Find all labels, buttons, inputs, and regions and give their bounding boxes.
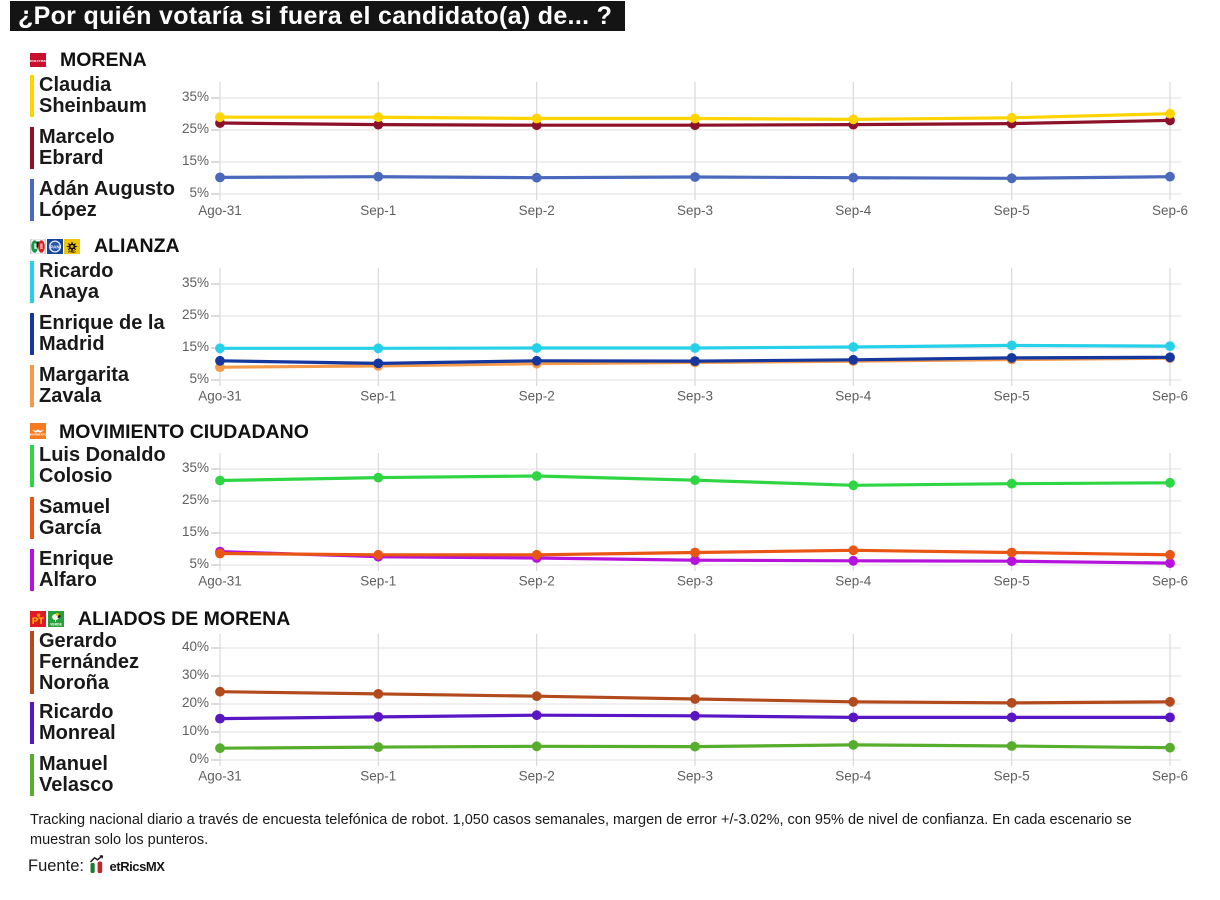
svg-text:Sep-2: Sep-2 bbox=[519, 203, 555, 218]
svg-text:Ago-31: Ago-31 bbox=[198, 769, 242, 784]
svg-text:10%: 10% bbox=[182, 723, 209, 738]
svg-text:Sep-5: Sep-5 bbox=[994, 203, 1030, 218]
svg-text:Sep-4: Sep-4 bbox=[835, 389, 872, 404]
svg-text:PRD: PRD bbox=[68, 250, 76, 254]
svg-text:Sep-1: Sep-1 bbox=[360, 574, 396, 589]
svg-text:Ago-31: Ago-31 bbox=[198, 574, 242, 589]
svg-text:Sep-2: Sep-2 bbox=[519, 574, 555, 589]
svg-text:Sep-6: Sep-6 bbox=[1152, 203, 1188, 218]
svg-text:Sep-1: Sep-1 bbox=[360, 769, 396, 784]
svg-text:5%: 5% bbox=[189, 185, 209, 200]
svg-text:Sep-6: Sep-6 bbox=[1152, 389, 1188, 404]
svg-text:15%: 15% bbox=[182, 524, 209, 539]
svg-text:35%: 35% bbox=[182, 275, 209, 290]
svg-text:Sep-5: Sep-5 bbox=[994, 769, 1030, 784]
svg-text:Ago-31: Ago-31 bbox=[198, 203, 242, 218]
svg-text:Sep-2: Sep-2 bbox=[519, 769, 555, 784]
svg-text:PAN: PAN bbox=[50, 244, 59, 249]
svg-text:MOVIMIENTO: MOVIMIENTO bbox=[30, 433, 46, 437]
svg-text:Sep-3: Sep-3 bbox=[677, 389, 713, 404]
svg-text:5%: 5% bbox=[189, 556, 209, 571]
svg-text:Sep-6: Sep-6 bbox=[1152, 769, 1188, 784]
svg-text:5%: 5% bbox=[189, 371, 209, 386]
svg-text:Sep-6: Sep-6 bbox=[1152, 574, 1188, 589]
svg-text:15%: 15% bbox=[182, 339, 209, 354]
svg-text:20%: 20% bbox=[182, 695, 209, 710]
svg-text:Sep-3: Sep-3 bbox=[677, 203, 713, 218]
svg-text:VERDE: VERDE bbox=[50, 622, 62, 626]
svg-text:15%: 15% bbox=[182, 153, 209, 168]
svg-text:35%: 35% bbox=[182, 89, 209, 104]
svg-text:Sep-3: Sep-3 bbox=[677, 769, 713, 784]
svg-text:Sep-3: Sep-3 bbox=[677, 574, 713, 589]
svg-text:Sep-5: Sep-5 bbox=[994, 389, 1030, 404]
svg-text:Ago-31: Ago-31 bbox=[198, 389, 242, 404]
svg-text:Sep-1: Sep-1 bbox=[360, 389, 396, 404]
svg-text:Sep-4: Sep-4 bbox=[835, 574, 872, 589]
svg-text:25%: 25% bbox=[182, 121, 209, 136]
svg-text:Sep-4: Sep-4 bbox=[835, 203, 872, 218]
svg-text:35%: 35% bbox=[182, 460, 209, 475]
svg-text:40%: 40% bbox=[182, 639, 209, 654]
svg-text:Sep-5: Sep-5 bbox=[994, 574, 1030, 589]
svg-text:Sep-2: Sep-2 bbox=[519, 389, 555, 404]
svg-text:25%: 25% bbox=[182, 492, 209, 507]
svg-text:PT: PT bbox=[32, 616, 44, 627]
svg-text:Sep-1: Sep-1 bbox=[360, 203, 396, 218]
svg-text:Sep-4: Sep-4 bbox=[835, 769, 872, 784]
svg-text:25%: 25% bbox=[182, 307, 209, 322]
svg-text:0%: 0% bbox=[189, 751, 209, 766]
svg-text:30%: 30% bbox=[182, 667, 209, 682]
